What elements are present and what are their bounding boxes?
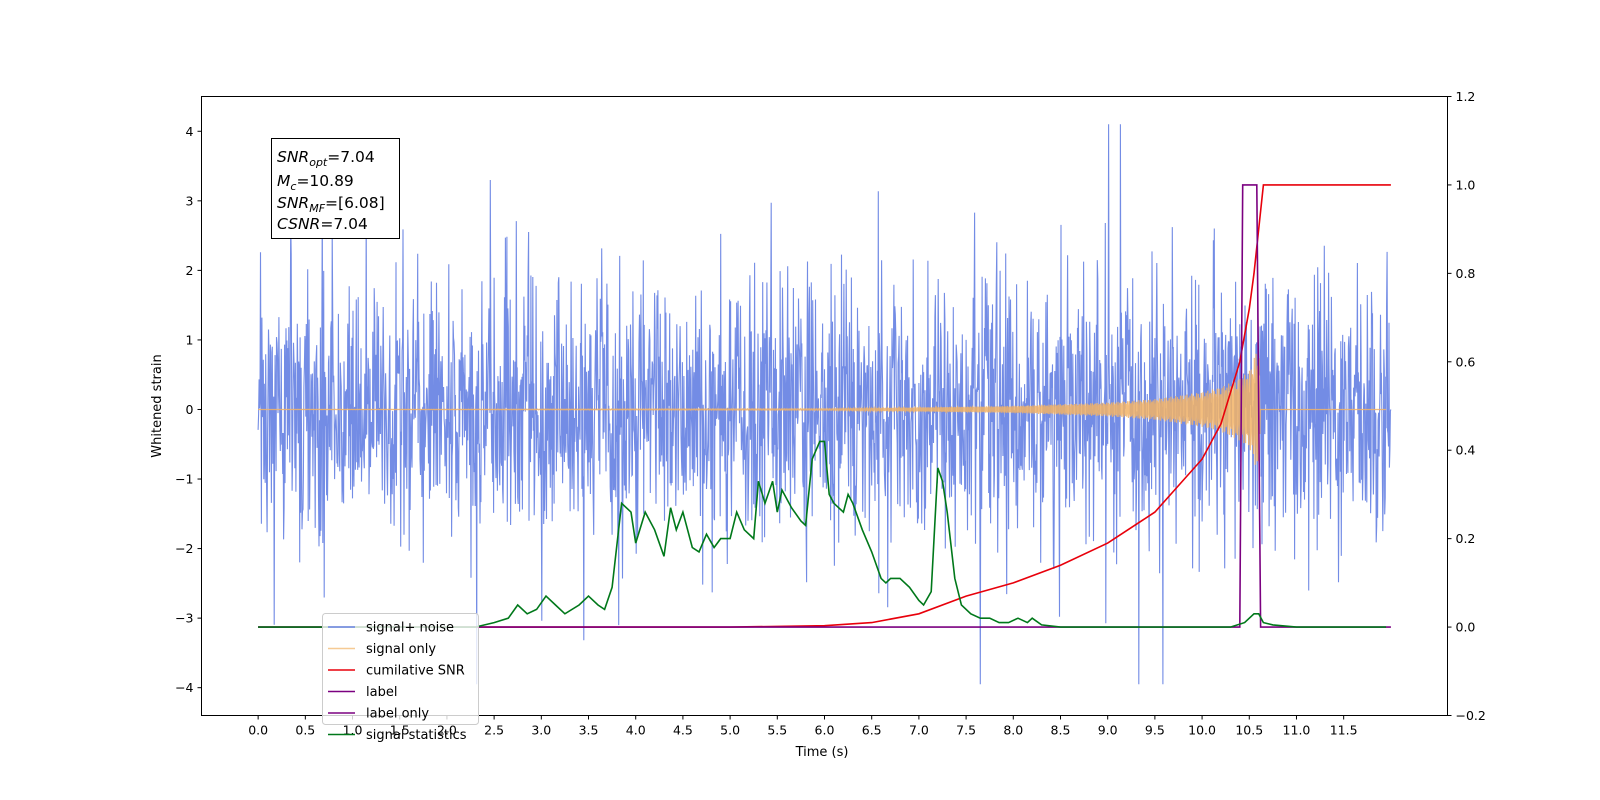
y2-tick-label: 0.0 (1456, 620, 1476, 635)
x-tick-label: 4.0 (626, 723, 646, 738)
y-tick-label: −2 (175, 541, 193, 556)
series-cumilative-snr (258, 184, 1391, 628)
annotation-snr-opt: SNRopt=7.04 (277, 148, 375, 169)
x-tick-label: 3.5 (579, 723, 599, 738)
annotation-snr-mf: SNRMF=[6.08] (277, 194, 385, 215)
x-tick-label: 5.0 (720, 723, 740, 738)
series-signal-only (258, 353, 1387, 465)
annotation-csnr: CSNR=7.04 (277, 215, 368, 233)
x-tick-label: 2.0 (437, 723, 457, 738)
y-axis-left: 4 3 2 1 0 −1 −2 −3 −4 (175, 124, 202, 695)
y-tick-label: 3 (186, 193, 194, 208)
annotation-chirp-mass: Mc=10.89 (277, 172, 354, 193)
x-tick-label: 8.5 (1051, 723, 1071, 738)
x-tick-label: 11.5 (1330, 723, 1358, 738)
x-tick-label: 11.0 (1283, 723, 1311, 738)
y-tick-label: −4 (175, 680, 193, 695)
y2-tick-label: 0.4 (1456, 443, 1476, 458)
x-tick-label: 8.0 (1003, 723, 1023, 738)
y2-tick-label: 1.2 (1456, 89, 1476, 104)
x-tick-label: 7.5 (956, 723, 976, 738)
y-tick-label: 4 (186, 124, 194, 139)
y-axis-label: Whitened strain (150, 354, 165, 457)
x-tick-label: 10.0 (1188, 723, 1216, 738)
x-tick-label: 9.0 (1098, 723, 1118, 738)
legend: signal+ noise signal only cumilative SNR la… (322, 613, 479, 743)
y2-tick-label: 0.2 (1456, 531, 1476, 546)
x-tick-label: 3.0 (531, 723, 551, 738)
x-tick-label: 4.5 (673, 723, 693, 738)
plot-area (257, 124, 1392, 685)
y-tick-label: 2 (186, 263, 194, 278)
y2-tick-label: 1.0 (1456, 177, 1476, 192)
y-tick-label: −3 (175, 611, 193, 626)
x-tick-label: 0.0 (248, 723, 268, 738)
y2-tick-label: 0.8 (1456, 266, 1476, 281)
legend-label-signal-statistics: signal statistics (366, 728, 467, 743)
x-tick-label: 10.5 (1235, 723, 1263, 738)
x-tick-label: 5.5 (767, 723, 787, 738)
legend-label-label-only: label only (366, 707, 429, 722)
annotation-box: SNRopt=7.04 Mc=10.89 SNRMF=[6.08] CSNR=7… (271, 138, 400, 239)
x-tick-label: 1.5 (390, 723, 410, 738)
legend-label-signal-noise: signal+ noise (366, 621, 454, 636)
x-tick-label: 7.0 (909, 723, 929, 738)
legend-label-signal-only: signal only (366, 642, 436, 657)
x-axis-label: Time (s) (795, 745, 849, 760)
x-tick-label: 6.0 (815, 723, 835, 738)
x-tick-label: 2.5 (484, 723, 504, 738)
y2-tick-label: 0.6 (1456, 354, 1476, 369)
x-tick-label: 0.5 (295, 723, 315, 738)
y-tick-label: 1 (186, 332, 194, 347)
x-tick-label: 6.5 (862, 723, 882, 738)
x-tick-label: 9.5 (1145, 723, 1165, 738)
series-signal-statistics (258, 440, 1387, 628)
y-tick-label: 0 (186, 402, 194, 417)
legend-label-label: label (366, 685, 397, 700)
y2-tick-label: −0.2 (1456, 708, 1486, 723)
y-axis-right: 1.2 1.0 0.8 0.6 0.4 0.2 0.0 −0.2 (1447, 89, 1486, 723)
legend-label-cumilative-snr: cumilative SNR (366, 664, 465, 679)
series-signal-noise (257, 124, 1392, 685)
y-tick-label: −1 (175, 472, 193, 487)
